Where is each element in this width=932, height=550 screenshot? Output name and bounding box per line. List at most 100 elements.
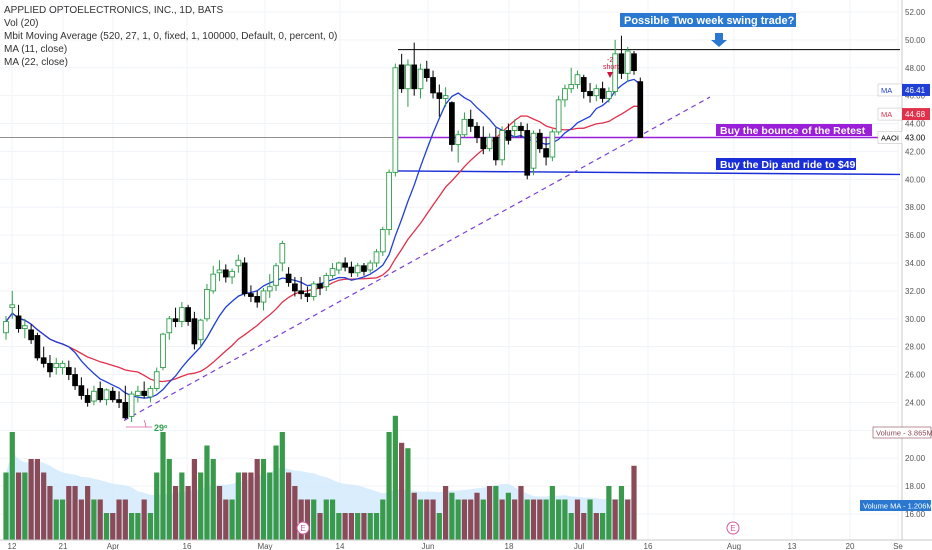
volume-bar <box>336 513 342 540</box>
volume-bar <box>367 513 373 540</box>
volume-bar <box>160 432 166 540</box>
candle-body <box>486 137 493 150</box>
volume-bar <box>41 472 47 540</box>
candle-body <box>480 137 487 150</box>
volume-bar <box>53 499 59 540</box>
candle-body <box>3 321 9 334</box>
time-tick-label: Aug <box>727 542 741 550</box>
volume-bar <box>449 492 455 540</box>
candle-body <box>580 77 587 92</box>
volume-bar <box>417 499 424 540</box>
volume-bar <box>386 432 392 540</box>
volume-bar <box>223 499 229 540</box>
time-tick-label: 13 <box>788 542 797 550</box>
time-tick-label: 16 <box>644 542 653 550</box>
aaoi-price-tag-prefix: AAOI <box>881 134 899 143</box>
volume-bar <box>304 499 311 540</box>
ma22-price-tag: MA 44.68 <box>877 107 930 121</box>
short-arrow-icon <box>607 72 613 78</box>
volume-bars <box>3 415 637 540</box>
candle-body <box>511 125 518 131</box>
candle-body <box>153 371 160 389</box>
retest-text: Buy the bounce of the Retest <box>720 125 866 137</box>
candle-body <box>411 64 418 90</box>
earnings-label: E <box>300 524 305 533</box>
volume-bar <box>260 459 267 540</box>
ma22-price-tag-prefix: MA <box>881 110 892 119</box>
volume-bar <box>172 486 179 540</box>
candle-body <box>505 130 512 141</box>
indicator-mbit[interactable]: Mbit Moving Average (520, 27, 1, 0, fixe… <box>4 31 338 42</box>
candle-body <box>637 81 644 138</box>
indicator-vol[interactable]: Vol (20) <box>4 18 39 29</box>
candle-body <box>555 99 562 133</box>
volume-bar <box>380 499 386 540</box>
candles <box>3 35 644 422</box>
volume-bar <box>612 499 618 540</box>
volume-bar <box>103 513 110 540</box>
candle-body <box>543 148 549 158</box>
price-tick-label: 46.00 <box>905 92 926 101</box>
candle-body <box>335 262 342 271</box>
candle-body <box>499 130 505 161</box>
candle-body <box>285 273 292 283</box>
price-tick-label: 34.00 <box>905 259 926 268</box>
grid <box>0 0 899 540</box>
volume-bar <box>15 472 22 540</box>
volume-bar <box>191 459 197 540</box>
time-tick-label: 16 <box>183 542 192 550</box>
candle-body <box>442 95 449 99</box>
volume-bar <box>486 486 493 540</box>
candle-body <box>116 399 122 403</box>
dip-text: Buy the Dip and ride to $49 <box>720 159 856 171</box>
volume-bar <box>348 513 354 540</box>
candle-body <box>260 290 267 303</box>
price-tick-label: 16.00 <box>905 510 926 519</box>
volume-bar <box>631 465 637 540</box>
indicator-ma22[interactable]: MA (22, close) <box>4 57 68 68</box>
symbol-title[interactable]: APPLIED OPTOELECTRONICS, INC., 1D, BATS <box>4 5 224 16</box>
volume-bar <box>329 499 336 540</box>
volume-bar <box>392 415 398 540</box>
candle-body <box>624 50 631 74</box>
volume-bar <box>198 472 204 540</box>
volume-bar <box>574 499 581 540</box>
volume-tag-text: Volume - 3.865M <box>876 429 932 438</box>
candle-body <box>574 74 581 85</box>
candle-body <box>354 265 361 274</box>
candle-body <box>461 118 468 136</box>
candle-body <box>606 91 612 99</box>
time-tick-label: 20 <box>846 542 855 550</box>
candle-body <box>298 290 305 295</box>
candle-body <box>97 388 104 401</box>
volume-bar <box>3 472 9 540</box>
candle-body <box>210 273 217 292</box>
price-tick-label: 32.00 <box>905 287 926 296</box>
volume-bar <box>424 499 430 540</box>
angle-label: 29º <box>154 423 168 433</box>
candle-body <box>618 53 625 74</box>
candle-body <box>9 304 16 309</box>
volume-bar <box>537 499 543 540</box>
volume-bar <box>461 499 468 540</box>
volume-bar <box>543 499 549 540</box>
volume-bar <box>59 499 66 540</box>
volume-tag-box <box>872 426 932 439</box>
time-axis: 12 21 Apr 16 May 14 Jun 18 Jul 16 Aug 13 20 Se <box>0 539 932 550</box>
volume-bar <box>122 499 128 540</box>
indicator-ma11[interactable]: MA (11, close) <box>4 44 68 55</box>
volume-bar <box>361 513 367 540</box>
volume-bar <box>235 472 241 540</box>
volume-bar <box>229 499 235 540</box>
candle-body <box>361 265 367 272</box>
volume-bar <box>166 459 172 540</box>
candle-body <box>15 315 22 329</box>
candle-body <box>141 390 148 396</box>
volume-bar <box>135 513 141 540</box>
time-tick-label: 18 <box>505 542 514 550</box>
volume-bar <box>154 472 160 540</box>
time-tick-label: Jul <box>574 542 584 550</box>
price-tick-label: 24.00 <box>905 398 926 407</box>
volume-bar <box>530 499 537 540</box>
moving-averages <box>5 78 641 399</box>
